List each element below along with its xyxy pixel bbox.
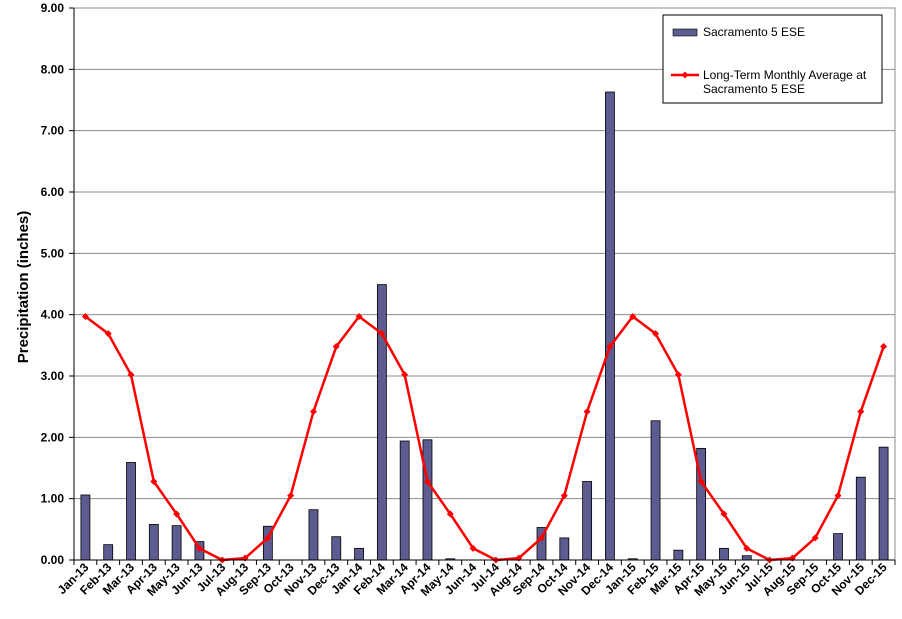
average-point (629, 313, 637, 321)
average-point (697, 477, 705, 485)
legend-box (662, 14, 883, 104)
y-axis-label: Precipitation (inches) (15, 211, 32, 364)
average-point (446, 510, 454, 518)
bar (126, 462, 136, 561)
average-point (606, 343, 614, 351)
average-point (355, 313, 363, 321)
bar (673, 549, 684, 561)
average-point (332, 343, 340, 351)
bar (605, 91, 615, 561)
legend-label-average: Long-Term Monthly Average at Sacramento 5… (703, 68, 867, 96)
average-point (720, 510, 728, 518)
y-tick-label: 4.00 (41, 308, 65, 322)
average-point (104, 330, 112, 338)
bar (399, 440, 410, 561)
y-tick-labels: 0.00 1.00 2.00 3.00 4.00 5.00 6.00 7.00 8.00 9.00 (41, 1, 65, 567)
average-point (560, 492, 568, 500)
average-point (652, 330, 660, 338)
average-point (309, 408, 317, 416)
y-tick-label: 2.00 (41, 430, 65, 444)
average-point (857, 408, 865, 416)
bar (171, 525, 182, 561)
bar (354, 547, 364, 561)
average-point (880, 343, 888, 351)
average-point (264, 534, 272, 542)
bar (741, 555, 752, 561)
average-point (811, 534, 819, 542)
y-tick-label: 1.00 (41, 492, 65, 506)
average-point (287, 492, 295, 500)
legend-label-line: Sacramento 5 ESE (703, 82, 805, 96)
average-point (743, 544, 751, 552)
average-point (378, 330, 386, 338)
average-point (469, 544, 477, 552)
bar (650, 420, 661, 561)
average-point (81, 313, 89, 321)
bar (80, 494, 91, 561)
average-point (834, 492, 842, 500)
bar-series (80, 91, 889, 561)
average-point (150, 477, 158, 485)
average-point (401, 371, 409, 379)
average-point (674, 371, 682, 379)
legend-line-marker (681, 71, 689, 79)
bar (719, 547, 729, 561)
x-tick-labels: Jan-13Feb-13Mar-13Apr-13May-13Jun-13Jul-… (55, 560, 890, 599)
average-point (173, 510, 181, 518)
bar (582, 481, 593, 561)
axes (69, 7, 896, 565)
bar (855, 476, 866, 561)
bar (331, 536, 342, 561)
y-tick-label: 5.00 (41, 246, 65, 260)
legend-label-sacramento: Sacramento 5 ESE (703, 25, 805, 39)
line-series (81, 313, 888, 564)
bar (833, 533, 843, 561)
y-tick-label: 7.00 (41, 124, 65, 138)
legend-bar-swatch (672, 28, 698, 37)
legend-label-line: Long-Term Monthly Average at (703, 68, 867, 82)
bar (103, 544, 114, 561)
average-line (84, 315, 885, 562)
y-tick-label: 3.00 (41, 369, 65, 383)
y-tick-label: 0.00 (41, 553, 65, 567)
bar (878, 446, 889, 561)
average-point (127, 371, 135, 379)
bar (559, 537, 570, 561)
average-point (195, 544, 203, 552)
bar (148, 524, 159, 561)
y-tick-label: 6.00 (41, 185, 65, 199)
y-tick-label: 9.00 (41, 1, 65, 15)
average-point (583, 408, 591, 416)
bar (376, 284, 387, 561)
y-tick-label: 8.00 (41, 62, 65, 76)
average-point (423, 477, 431, 485)
bar (308, 509, 319, 561)
bar (422, 439, 433, 561)
average-point (538, 534, 546, 542)
